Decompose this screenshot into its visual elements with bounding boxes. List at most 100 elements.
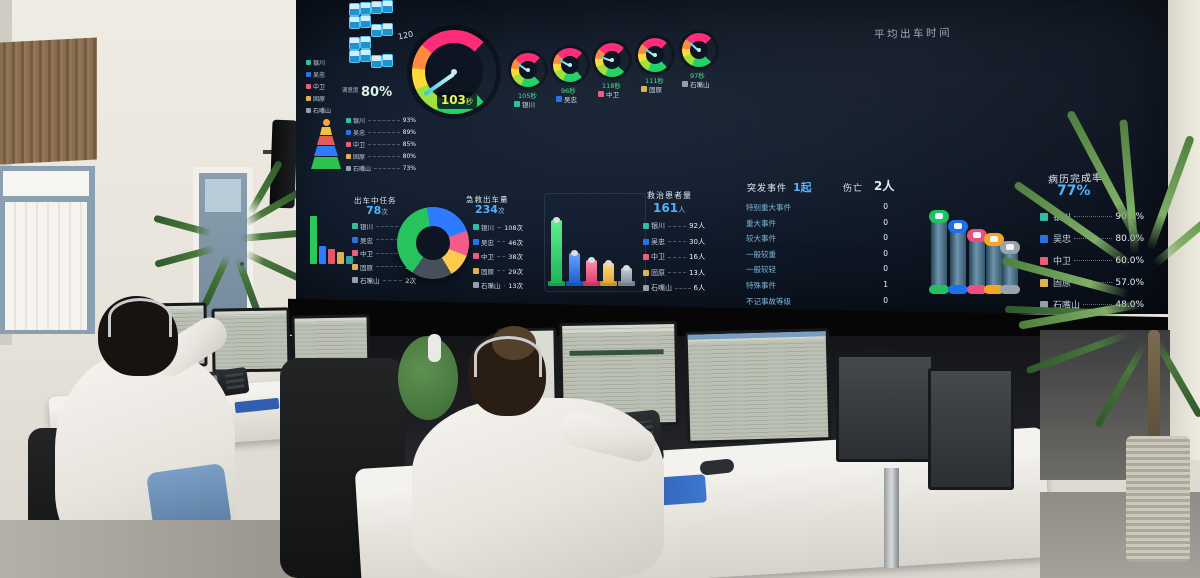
patients-value: 161人 xyxy=(653,201,686,215)
city-gauge xyxy=(511,53,545,87)
legend-row: 石嘴山 2次 xyxy=(352,275,416,285)
legend-swatch xyxy=(306,108,311,113)
video-wall: 银川 吴忠 中卫 固原 石嘴山 满意度 80% 银川 93% 吴忠 89% 中卫 85… xyxy=(296,0,1168,314)
legend-value: 93% xyxy=(402,117,416,124)
legend-row: 固原 80% xyxy=(346,152,416,161)
incident-row: 一般较重 0 xyxy=(746,248,888,259)
legend-swatch xyxy=(306,84,311,89)
column-base xyxy=(548,281,565,286)
dash-line xyxy=(368,156,400,157)
legend-swatch xyxy=(346,154,351,159)
tasks-title: 出车中任务 xyxy=(354,196,397,205)
speaker-bracket xyxy=(263,150,273,154)
legend-city: 中卫 xyxy=(313,84,326,91)
incident-row: 不记事故等级 0 xyxy=(746,295,888,306)
ambulance-icon xyxy=(349,16,360,29)
monitor xyxy=(684,328,832,444)
bar xyxy=(310,216,317,264)
monitor xyxy=(928,368,1014,490)
city-gauge-value: 111秒 xyxy=(645,77,664,85)
legend-city: 吴忠 xyxy=(313,72,326,79)
legend-row: 银川 93% xyxy=(346,116,416,125)
legend-row: 银川 108次 xyxy=(473,222,523,232)
cylinder-bar xyxy=(984,233,1004,294)
incident-row: 特殊事件 1 xyxy=(746,279,888,290)
ambulance-icon xyxy=(360,15,371,28)
legend-row: 吴忠 89% xyxy=(346,128,416,137)
gauge-value-unit: 秒 xyxy=(465,97,474,106)
wood-panel xyxy=(0,37,97,165)
legend-city: 固原 xyxy=(313,96,326,103)
rate-label: 满意度 xyxy=(342,88,359,94)
plant-pot xyxy=(1126,436,1190,562)
dispatch-donut-chart xyxy=(397,207,469,279)
window-pane xyxy=(5,202,87,330)
city-gauge-label: 固原 xyxy=(641,84,662,94)
city-gauge-label: 银川 xyxy=(514,99,535,109)
dash-line xyxy=(368,144,400,145)
legend-row: 中卫 85% xyxy=(346,140,416,149)
column-chart-panel xyxy=(544,193,646,292)
ambulance-icon xyxy=(371,24,382,37)
legend-row: 吴忠 xyxy=(306,70,336,79)
monitor xyxy=(836,354,934,462)
legend-city: 固原 xyxy=(353,154,366,161)
monitor-pole xyxy=(884,468,899,568)
legend-swatch xyxy=(306,72,311,77)
fleet-legend: 银川 吴忠 中卫 固原 石嘴山 xyxy=(306,58,336,118)
legend-swatch xyxy=(346,142,351,147)
main-gauge-value: 103秒 xyxy=(437,92,477,109)
incidents-rows: 特别重大事件 0 重大事件 0 较大事件 0 一般较重 0 一般较轻 0 特殊事件 1 不记… xyxy=(746,202,888,311)
legend-value: 80% xyxy=(402,153,416,160)
legend-city: 银川 xyxy=(313,60,326,67)
window-transom xyxy=(3,171,89,196)
ambulance-icon xyxy=(349,50,360,63)
ambulance-icon xyxy=(349,3,360,16)
avg-dispatch-time-title: 平均出车时间 xyxy=(873,26,953,42)
ambulance-icon xyxy=(382,0,393,13)
column-base xyxy=(566,281,583,286)
legend-swatch xyxy=(346,166,351,171)
records-value: 77% xyxy=(1057,183,1091,199)
column-base xyxy=(583,281,600,286)
dispatch-rows: 银川 108次 吴忠 46次 中卫 38次 固原 29次 石嘴山 13次 xyxy=(473,222,523,295)
legend-swatch xyxy=(346,118,351,123)
column-base xyxy=(618,281,635,286)
city-gauge-value: 96秒 xyxy=(561,87,576,95)
pyramid-layer xyxy=(311,157,341,169)
cylinder-bar xyxy=(967,229,987,294)
legend-row: 固原 29次 xyxy=(473,266,523,276)
legend-city: 中卫 xyxy=(353,142,366,149)
dash-line xyxy=(368,120,400,121)
legend-row: 银川 92人 xyxy=(643,221,705,231)
dash-line xyxy=(368,132,400,133)
city-gauge xyxy=(682,33,716,67)
pyramid-chart xyxy=(310,118,342,169)
legend-row: 银川 xyxy=(306,58,336,67)
legend-row: 吴忠 30人 xyxy=(643,237,705,247)
city-gauge xyxy=(595,43,629,77)
legend-value: 73% xyxy=(402,165,416,172)
incident-row: 一般较轻 0 xyxy=(746,264,888,275)
floor xyxy=(0,520,310,578)
water-bottle xyxy=(428,334,441,362)
dispatch-value: 234次 xyxy=(475,203,505,216)
city-gauge-value: 118秒 xyxy=(602,82,621,90)
ambulance-icon xyxy=(360,36,371,49)
legend-row: 固原 13人 xyxy=(643,268,705,278)
legend-row: 固原 xyxy=(306,94,336,103)
cylinder-bar xyxy=(948,220,968,294)
bar xyxy=(319,246,326,264)
legend-row: 石嘴山 73% xyxy=(346,164,416,173)
pyramid-top xyxy=(322,119,330,126)
tasks-value: 78次 xyxy=(366,204,388,217)
dispatch-title: 急救出车量 xyxy=(466,195,509,204)
legend-value: 89% xyxy=(402,129,416,136)
legend-city: 石嘴山 xyxy=(353,166,372,173)
legend-row: 石嘴山 6人 xyxy=(643,283,705,293)
legend-swatch xyxy=(306,60,311,65)
column-bar xyxy=(603,260,614,283)
gauge-pivot xyxy=(451,69,457,75)
city-gauge-value: 97秒 xyxy=(690,72,705,80)
